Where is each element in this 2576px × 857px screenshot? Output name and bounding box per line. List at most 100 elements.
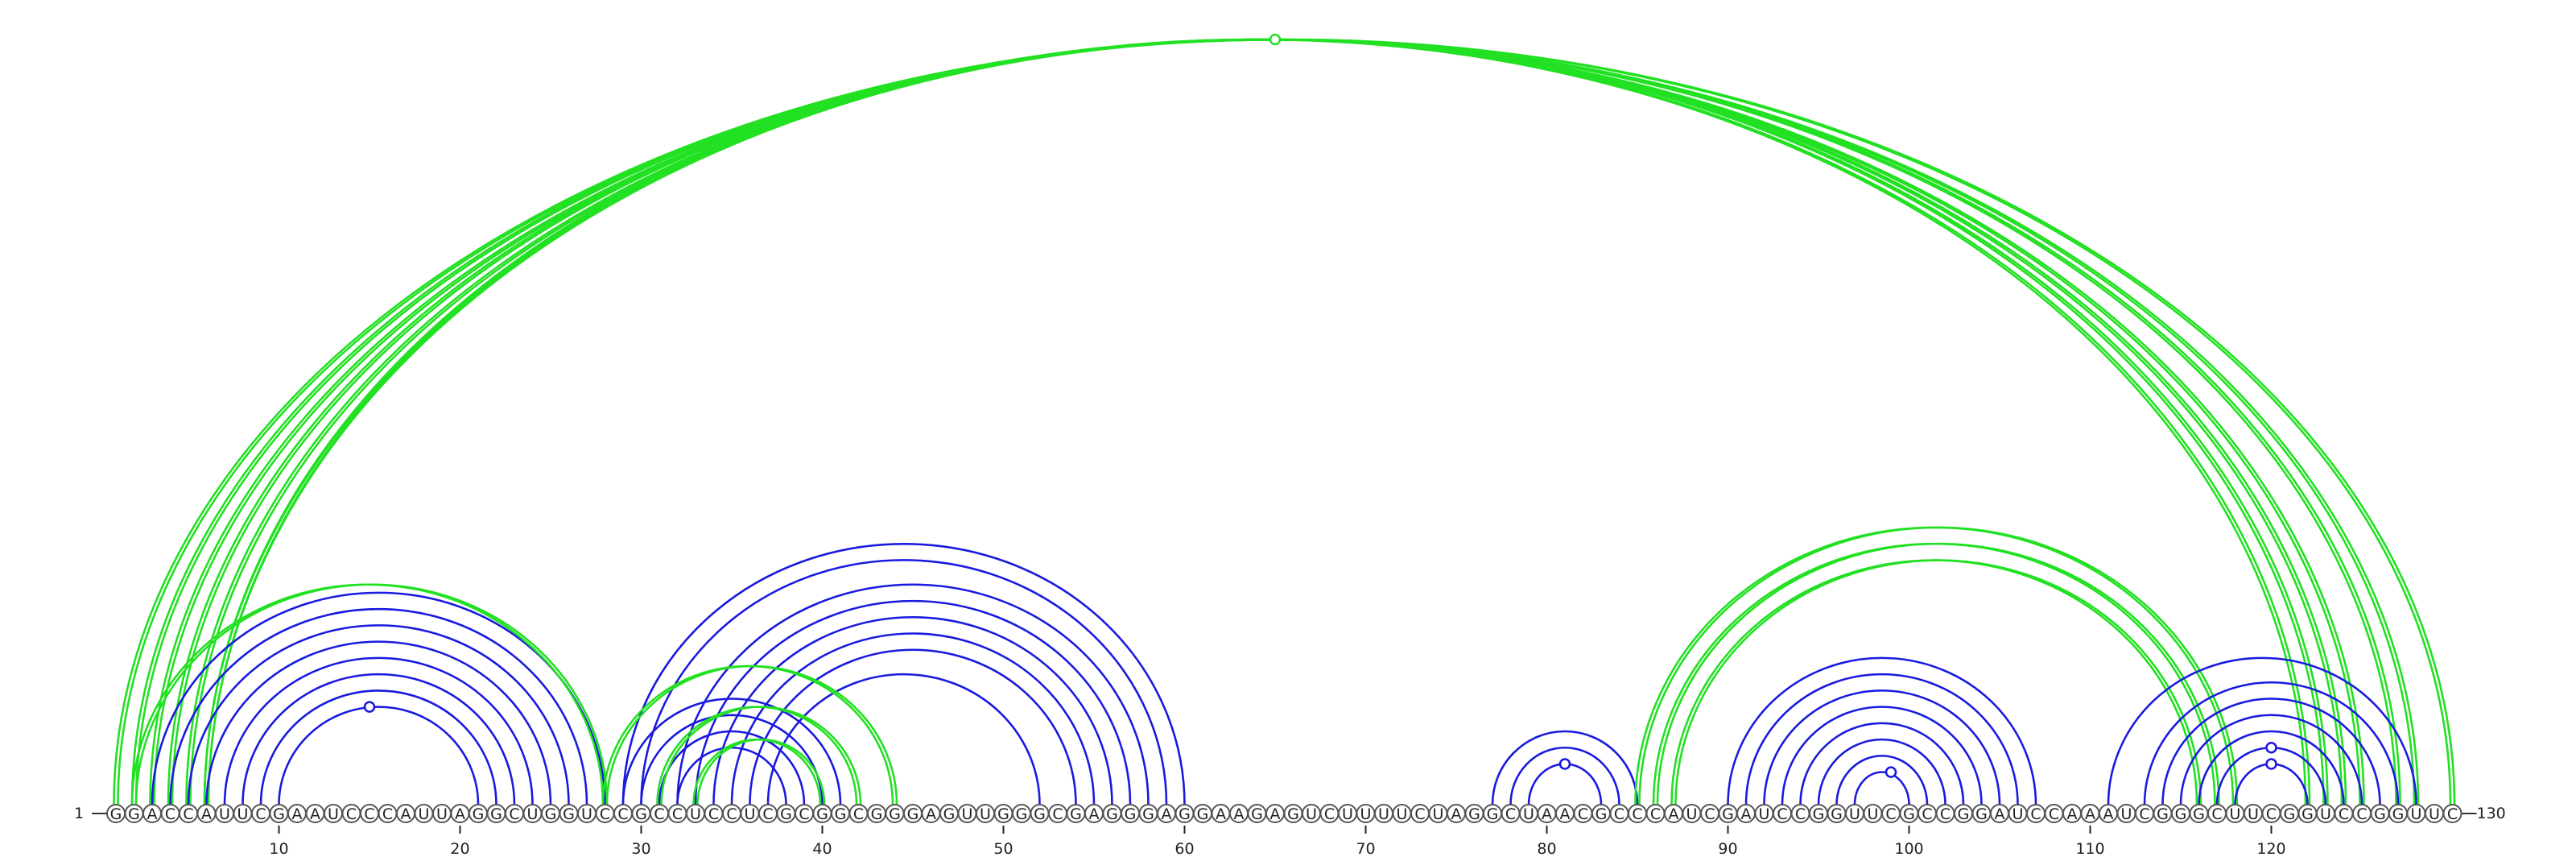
base-pair-arc xyxy=(1817,738,1946,805)
nucleotide-letter: G xyxy=(1197,805,1209,823)
nucleotide-letter: C xyxy=(1614,805,1624,823)
nucleotide: A xyxy=(921,804,941,823)
base-pair-arc xyxy=(656,706,858,805)
base-pair-arc xyxy=(676,583,1150,805)
nucleotide-letter: C xyxy=(2339,805,2349,823)
nucleotide: A xyxy=(1555,804,1575,823)
nucleotide: C xyxy=(704,804,724,823)
nucleotide-letter: G xyxy=(1016,805,1028,823)
nucleotide: G xyxy=(1174,804,1195,823)
base-pair-arc xyxy=(1652,542,2216,805)
nucleotide: C xyxy=(1501,804,1521,823)
base-pair-arc xyxy=(712,615,1113,805)
nucleotide-letter: G xyxy=(943,805,956,823)
nucleotide: C xyxy=(758,804,778,823)
nucleotide: G xyxy=(106,804,126,823)
pseudoknot-3 xyxy=(601,664,898,805)
nucleotide-letter: G xyxy=(1070,805,1082,823)
nucleotide: G xyxy=(1066,804,1086,823)
nucleotide-letter: C xyxy=(799,805,809,823)
nucleotide-letter: G xyxy=(1468,805,1480,823)
nucleotide: C xyxy=(378,804,398,823)
base-pair-arc xyxy=(134,38,2420,805)
nucleotide-letter: A xyxy=(147,805,158,823)
nucleotide-letter: C xyxy=(346,805,357,823)
nucleotide-letter: A xyxy=(2103,805,2114,823)
nucleotide: U xyxy=(2406,804,2426,823)
base-pair-arc xyxy=(167,38,2361,805)
nucleotide-letter: A xyxy=(310,805,320,823)
nucleotide: G xyxy=(1809,804,1828,823)
nucleotide-letter: G xyxy=(871,805,883,823)
base-pair-arc xyxy=(207,38,2329,805)
nucleotide-letter: G xyxy=(1596,805,1608,823)
nucleotide-letter: C xyxy=(1324,805,1335,823)
nucleotide: C xyxy=(722,804,741,823)
nucleotide: A xyxy=(1157,804,1176,823)
tick-label: 20 xyxy=(450,840,469,857)
nucleotide-letter: U xyxy=(1686,805,1698,823)
nucleotide-letter: C xyxy=(1704,805,1715,823)
nucleotide-letter: G xyxy=(2392,805,2405,823)
base-pair-arc xyxy=(605,664,898,805)
nucleotide: U xyxy=(1392,804,1412,823)
nucleotide-letter: G xyxy=(2284,805,2296,823)
nucleotide: U xyxy=(740,804,760,823)
base-pair-arc xyxy=(153,38,2401,805)
nucleotide-letter: G xyxy=(1125,805,1137,823)
nucleotide-letter: C xyxy=(1795,805,1806,823)
nucleotide: G xyxy=(1483,804,1502,823)
base-pair-arc xyxy=(187,624,570,805)
nucleotide: C xyxy=(1881,804,1901,823)
base-pair-arc xyxy=(189,38,2347,805)
nucleotide-letter: C xyxy=(600,805,610,823)
nucleotide-letter: C xyxy=(382,805,393,823)
tick-label: 50 xyxy=(993,840,1013,857)
nucleotide-letter: C xyxy=(1578,805,1588,823)
nucleotide-letter: U xyxy=(2121,805,2132,823)
nucleotide-letter: U xyxy=(328,805,339,823)
stem-4 xyxy=(1491,730,1639,805)
nucleotide-letter: C xyxy=(2211,805,2222,823)
base-pair-arc xyxy=(1763,689,2001,805)
base-pair-arc xyxy=(207,38,2311,805)
nucleotide: G xyxy=(1283,804,1303,823)
nucleotide-letter: G xyxy=(1487,805,1499,823)
nucleotide-letter: G xyxy=(1251,805,1263,823)
nucleotide: U xyxy=(1356,804,1376,823)
nucleotide-letter: A xyxy=(1089,805,1100,823)
nucleotide: U xyxy=(233,804,253,823)
nucleotide: G xyxy=(2280,804,2299,823)
nucleotide: C xyxy=(2135,804,2154,823)
nucleotide: C xyxy=(251,804,270,823)
nucleotide: G xyxy=(993,804,1013,823)
nucleotide: C xyxy=(341,804,361,823)
bulge-marker-icon xyxy=(1885,766,1897,778)
nucleotide-letter: G xyxy=(1813,805,1825,823)
nucleotide: C xyxy=(1573,804,1593,823)
nucleotide-letter: C xyxy=(1414,805,1425,823)
nucleotide-letter: C xyxy=(654,805,664,823)
nucleotide: U xyxy=(1754,804,1774,823)
nucleotide-letter: C xyxy=(1632,805,1642,823)
nucleotide-letter: G xyxy=(110,805,122,823)
nucleotide: G xyxy=(486,804,506,823)
nucleotide-letter: C xyxy=(2447,805,2458,823)
nucleotide-letter: C xyxy=(2356,805,2367,823)
nucleotide: C xyxy=(2261,804,2281,823)
nucleotide: G xyxy=(1030,804,1050,823)
pseudoknot-2 xyxy=(130,583,609,805)
nucleotide-letter: G xyxy=(997,805,1009,823)
long-range-pseudoknot-helix xyxy=(113,33,2456,805)
nucleotide: C xyxy=(848,804,869,823)
base-pair-arc xyxy=(694,599,1132,805)
nucleotide-letter: G xyxy=(1903,805,1915,823)
nucleotide: A xyxy=(1084,804,1104,823)
nucleotide: C xyxy=(1410,804,1430,823)
nucleotide-letter: A xyxy=(1234,805,1245,823)
nucleotide-letter: C xyxy=(2049,805,2059,823)
nucleotide: U xyxy=(2425,804,2444,823)
nucleotide-letter: C xyxy=(726,805,737,823)
base-pair-arc xyxy=(149,38,2397,805)
nucleotide-letter: C xyxy=(762,805,773,823)
